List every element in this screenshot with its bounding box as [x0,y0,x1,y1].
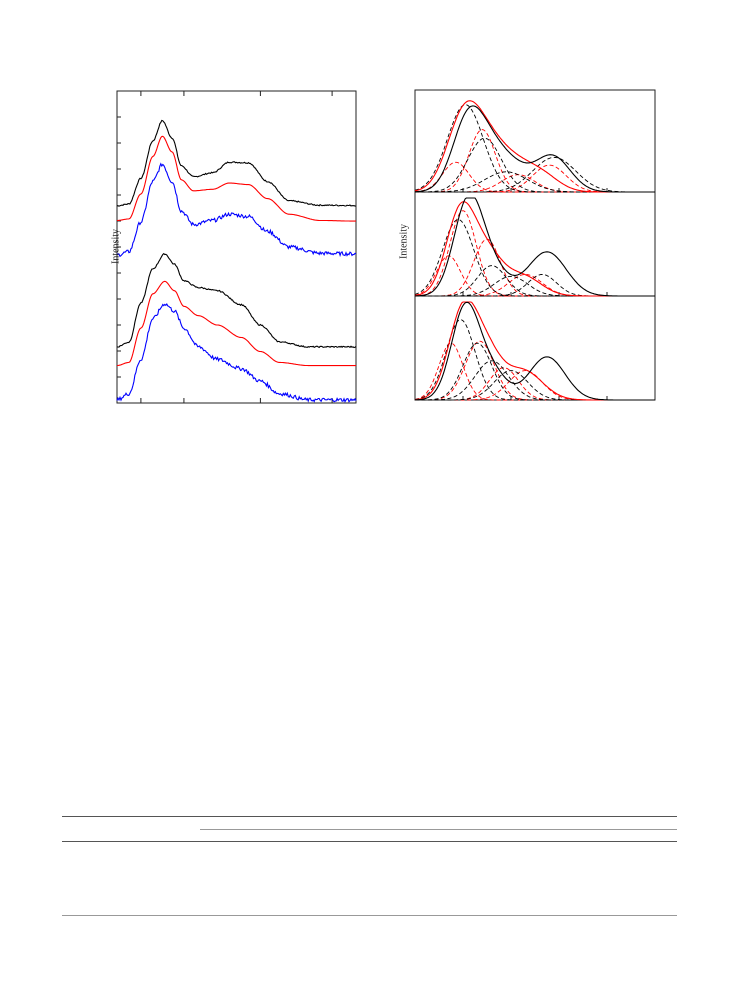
fit-envelope-curve [414,105,655,193]
fit-component-curve [415,171,655,193]
fit-component-curve [415,360,655,401]
series-line [116,135,356,222]
fit-component-curve [415,340,655,401]
left-series-group [116,119,357,403]
fit-component-curve [414,255,655,297]
fit-component-curve [414,210,655,297]
fit-component-curve [415,156,655,193]
fit-envelope-curve [414,301,655,401]
fit-component-curve [414,319,655,401]
table-header-subrule [200,829,677,830]
right-tick-marks [462,188,608,400]
fit-component-curve [415,161,655,193]
fit-envelope-curve [414,100,655,193]
fit-component-curve [415,275,655,297]
series-line [116,280,356,367]
right-plot-frame [414,89,656,401]
series-line [116,119,357,207]
left-plot-frame [116,90,357,404]
fit-component-curve [415,273,655,297]
series-line [116,252,357,349]
fit-component-curve [414,104,655,193]
right-y-axis-label: Intensity [398,224,410,259]
table-top-rule [62,816,677,817]
fit-envelope-curve [415,197,655,297]
right-chart-panel [414,89,656,401]
right-series-group [414,100,655,401]
fit-component-curve [415,370,655,401]
left-y-axis-label: Intensity [110,229,122,264]
fit-component-curve [415,273,655,297]
fit-envelope-curve [414,301,655,401]
series-line [116,302,357,403]
fit-component-curve [414,342,655,401]
fit-component-curve [414,219,655,297]
left-tick-marks [117,91,333,403]
fit-component-curve [415,367,655,401]
series-line [116,162,357,258]
fit-component-curve [415,342,655,401]
left-chart-panel [116,90,357,404]
table-bottom-rule [62,915,677,916]
fit-component-curve [415,265,655,297]
table-header-rule [62,841,677,842]
